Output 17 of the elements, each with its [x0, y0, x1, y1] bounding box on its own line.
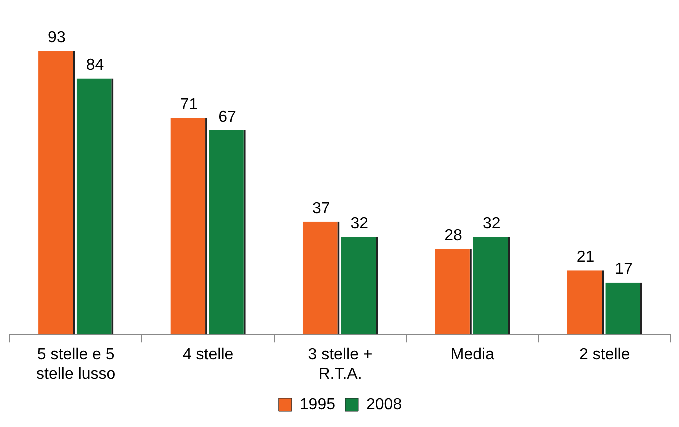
data-label: 32: [482, 216, 501, 233]
data-label: 93: [48, 30, 66, 47]
data-label: 37: [312, 200, 330, 218]
data-label: 67: [218, 108, 236, 126]
data-label: 32: [350, 216, 369, 233]
x-tick-label: Media: [450, 346, 495, 364]
x-tick-label: 2 stelle: [580, 346, 630, 364]
data-label: 28: [444, 228, 463, 245]
x-tick-label: 5 stelle e 5 stelle lusso: [36, 346, 116, 383]
data-label: 84: [86, 57, 104, 74]
data-label: 17: [615, 261, 634, 278]
data-label: 21: [576, 249, 595, 266]
legend-label: 1995: [300, 396, 336, 414]
x-tick-label: 4 stelle: [182, 346, 234, 364]
data-label: 71: [180, 96, 198, 114]
legend-label: 2008: [366, 396, 402, 414]
x-tick-label: 3 stelle + R.T.A.: [308, 346, 373, 383]
